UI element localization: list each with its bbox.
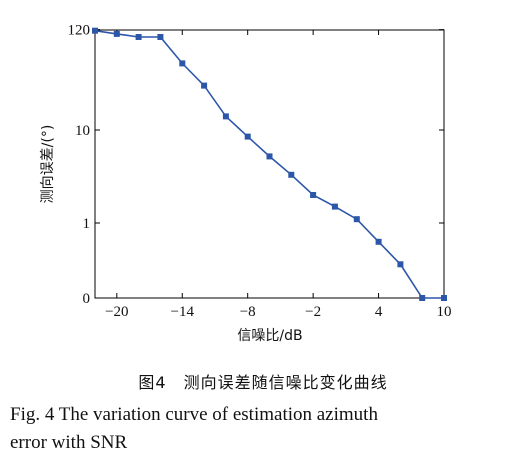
- caption-en-line-2: error with SNR: [10, 432, 128, 453]
- data-point-marker: [92, 27, 98, 34]
- data-point-marker: [157, 34, 164, 40]
- data-point-marker: [441, 295, 447, 301]
- data-point-marker: [353, 216, 360, 223]
- chart: −20 −14 −8 −2 4 10 0 1 10 120 信噪比/dB 测向误差/(°): [40, 23, 452, 344]
- data-point-marker: [288, 171, 295, 178]
- data-point-marker: [222, 113, 229, 120]
- data-point-marker: [135, 34, 142, 40]
- x-tick-label: −2: [305, 304, 321, 320]
- data-point-marker: [201, 82, 208, 89]
- figure-caption-cn: 图4 测向误差随信噪比变化曲线: [138, 373, 388, 392]
- figure-caption-en: Fig. 4 The variation curve of estimation…: [10, 401, 520, 457]
- data-point-marker: [113, 30, 120, 37]
- data-point-marker: [179, 60, 186, 67]
- data-point-marker: [266, 153, 273, 160]
- caption-en-line-1: Fig. 4 The variation curve of estimation…: [10, 404, 378, 425]
- data-point-marker: [397, 261, 404, 268]
- x-tick-label: 10: [437, 304, 452, 320]
- data-point-marker: [244, 133, 251, 140]
- y-tick-label: 10: [75, 123, 90, 139]
- tick-labels: −20 −14 −8 −2 4 10 0 1 10 120: [68, 23, 452, 320]
- data-point-marker: [310, 192, 317, 198]
- data-point-marker: [331, 203, 338, 210]
- tick-marks: [95, 29, 445, 299]
- y-tick-label: 120: [68, 23, 91, 39]
- x-tick-label: 4: [375, 304, 383, 320]
- x-tick-label: −20: [105, 304, 128, 320]
- y-tick-label: 0: [83, 291, 91, 307]
- x-tick-label: −14: [171, 304, 195, 320]
- data-point-marker: [419, 295, 426, 301]
- y-axis-label: 测向误差/(°): [40, 125, 56, 204]
- series-line: [94, 29, 444, 299]
- x-tick-label: −8: [240, 304, 256, 320]
- y-tick-label: 1: [83, 216, 91, 232]
- series-markers: [92, 27, 447, 301]
- data-point-marker: [375, 238, 382, 245]
- x-axis-label: 信噪比/dB: [237, 328, 302, 344]
- plot-frame: [94, 29, 445, 299]
